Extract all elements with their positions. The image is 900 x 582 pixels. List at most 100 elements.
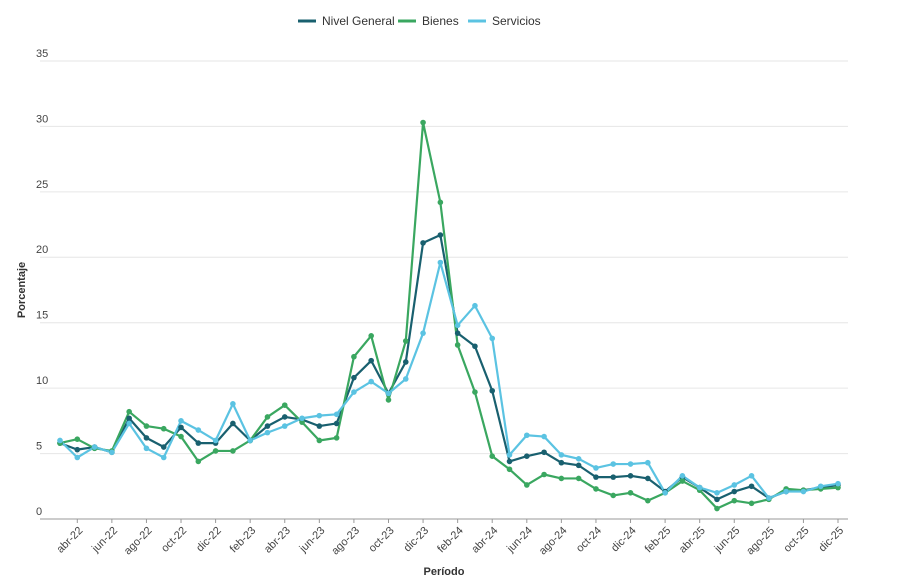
x-tick-label: jun-23 [297, 525, 328, 556]
data-point [281, 423, 288, 429]
data-point [817, 483, 824, 490]
data-point [126, 415, 132, 422]
data-point [247, 437, 253, 444]
data-point [212, 448, 219, 454]
data-point [74, 454, 81, 461]
data-point [230, 401, 236, 407]
data-point [506, 458, 513, 465]
legend-label: Bienes [422, 14, 459, 28]
data-point [333, 435, 340, 441]
data-point [731, 482, 738, 488]
data-point [835, 484, 841, 491]
data-point [472, 302, 478, 309]
data-point [524, 453, 530, 459]
data-point [281, 402, 288, 408]
y-axis-title: Porcentaje [16, 262, 28, 318]
data-point [748, 500, 755, 507]
data-point [610, 492, 617, 499]
data-point [627, 461, 634, 467]
data-point [575, 456, 582, 462]
data-point [506, 452, 513, 458]
data-point [558, 452, 565, 458]
x-tick-label: ago-25 [744, 525, 777, 558]
data-point [489, 453, 496, 459]
data-point [454, 322, 461, 329]
x-tick-label: ago-23 [329, 525, 362, 558]
data-point [143, 445, 150, 452]
data-point [731, 497, 738, 504]
data-point [74, 446, 81, 453]
x-tick-label: ago-24 [537, 525, 570, 558]
data-point [472, 343, 478, 350]
data-point [472, 389, 478, 395]
data-point [143, 423, 150, 429]
data-point [610, 474, 617, 480]
legend-label: Nivel General [322, 14, 395, 28]
data-point [541, 433, 547, 440]
data-point [178, 433, 184, 440]
data-point [385, 390, 392, 397]
data-point [316, 423, 323, 429]
data-point [195, 458, 202, 465]
data-point [524, 482, 530, 488]
data-point [420, 330, 426, 336]
data-point [316, 437, 323, 444]
x-tick-label: jun-24 [504, 525, 535, 556]
data-point [714, 490, 720, 496]
data-point [368, 378, 375, 385]
x-tick-label: feb-24 [435, 525, 466, 556]
y-tick-label: 20 [36, 244, 48, 256]
data-point [299, 415, 305, 422]
y-tick-label: 10 [36, 375, 48, 387]
x-tick-label: abr-23 [262, 525, 293, 556]
y-tick-label: 15 [36, 310, 48, 322]
data-point [420, 240, 426, 246]
data-point [368, 357, 375, 364]
data-point [160, 444, 167, 450]
data-point [558, 459, 565, 466]
data-point [575, 462, 582, 469]
legend-label: Servicios [492, 14, 541, 28]
data-point [316, 412, 323, 419]
data-point [454, 342, 461, 348]
data-point [333, 420, 340, 427]
y-tick-label: 5 [36, 440, 42, 452]
data-point [351, 389, 357, 395]
data-point [696, 484, 703, 491]
data-point [627, 473, 634, 479]
data-point [143, 435, 150, 441]
data-point [178, 418, 184, 424]
data-point [402, 338, 409, 344]
data-point [195, 427, 202, 433]
data-point [299, 419, 305, 425]
x-tick-label: dic-23 [402, 525, 432, 555]
x-tick-label: abr-22 [54, 525, 85, 556]
data-point [333, 411, 340, 418]
x-tick-label: abr-24 [469, 525, 500, 556]
data-point [662, 490, 668, 496]
data-point [575, 475, 582, 482]
x-tick-label: abr-25 [677, 525, 708, 556]
data-point [593, 474, 599, 480]
x-tick-label: dic-25 [816, 525, 846, 555]
data-point [506, 466, 513, 473]
data-point [714, 505, 720, 512]
data-point [264, 423, 271, 429]
data-point [593, 465, 599, 471]
data-point [541, 449, 547, 456]
data-point [109, 449, 115, 456]
data-point [126, 420, 132, 427]
data-point [679, 473, 686, 479]
data-point [351, 353, 357, 360]
x-tick-label: oct-22 [159, 525, 189, 555]
x-tick-label: jun-22 [89, 525, 120, 556]
data-point [748, 483, 755, 490]
data-point [195, 440, 202, 446]
data-point [126, 408, 132, 415]
y-tick-label: 35 [36, 48, 48, 60]
data-point [645, 475, 651, 482]
x-tick-label: ago-22 [122, 525, 155, 558]
x-tick-label: oct-25 [781, 525, 811, 555]
data-point [91, 444, 98, 450]
